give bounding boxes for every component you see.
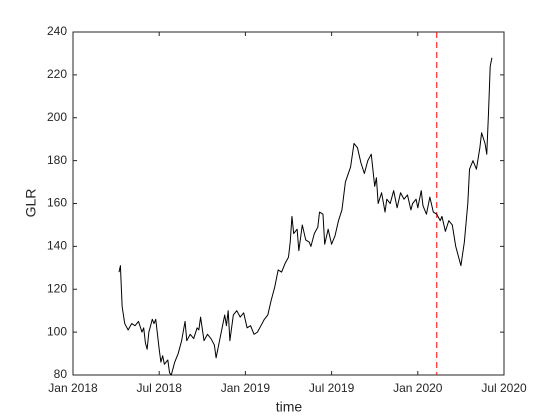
x-axis-label: time <box>276 399 303 415</box>
x-tick-label: Jan 2020 <box>393 381 443 395</box>
y-tick-label: 140 <box>47 239 67 253</box>
x-tick-label: Jul 2020 <box>481 381 527 395</box>
x-tick-label: Jul 2019 <box>309 381 355 395</box>
y-tick-label: 240 <box>47 24 67 38</box>
x-tick-label: Jan 2019 <box>221 381 271 395</box>
axes-box <box>72 31 505 376</box>
y-tick-label: 160 <box>47 196 67 210</box>
y-tick-label: 220 <box>47 67 67 81</box>
x-tick-label: Jul 2018 <box>137 381 183 395</box>
data-line <box>118 57 493 376</box>
x-tick-label: Jan 2018 <box>48 381 98 395</box>
y-tick-label: 180 <box>47 153 67 167</box>
y-tick-label: 100 <box>47 324 67 338</box>
y-tick-label: 120 <box>47 281 67 295</box>
y-axis-label: GLR <box>23 189 39 218</box>
y-tick-label: 80 <box>54 367 68 381</box>
y-tick-label: 200 <box>47 110 67 124</box>
